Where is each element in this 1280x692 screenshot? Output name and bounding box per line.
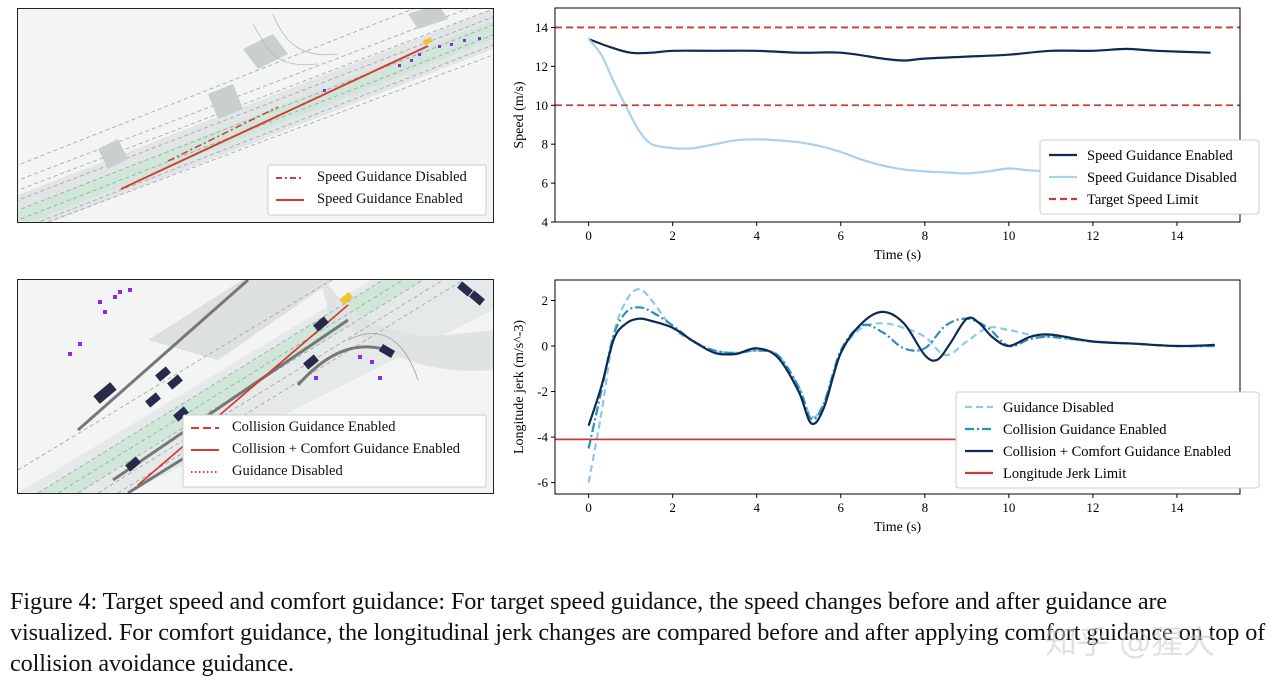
y-tick-label: 12	[535, 59, 548, 74]
legend-frame	[955, 391, 1260, 489]
y-tick-label: 6	[542, 176, 549, 191]
y-tick-label: -6	[537, 475, 548, 490]
x-tick-label: 12	[1086, 228, 1099, 243]
speed-chart: 0 2 4 6 8 10 12 14 4 6 8 10 12 14 Time (s) Speed (m/s) S…	[512, 7, 1260, 263]
legend-label-0: Guidance Disabled	[1003, 400, 1114, 416]
x-tick-label: 6	[838, 228, 845, 243]
x-tick-label: 4	[753, 228, 760, 243]
scene-top-legend-2: Speed Guidance Enabled	[317, 191, 463, 207]
x-tick-label: 14	[1170, 500, 1184, 515]
y-axis-label: Speed (m/s)	[512, 81, 527, 149]
x-tick-label: 8	[922, 228, 929, 243]
legend-label-2: Collision + Comfort Guidance Enabled	[1003, 444, 1232, 460]
x-tick-label: 10	[1002, 500, 1015, 515]
scene-bottom-legend-3: Guidance Disabled	[232, 463, 343, 479]
x-tick-label: 0	[585, 500, 592, 515]
figure-caption-text: Target speed and comfort guidance: For t…	[10, 588, 1266, 677]
x-tick-label: 10	[1002, 228, 1015, 243]
x-axis-label: Time (s)	[874, 520, 922, 535]
x-tick-label: 12	[1086, 500, 1099, 515]
y-tick-label: 0	[542, 339, 549, 354]
x-tick-label: 0	[585, 228, 592, 243]
axes-frame	[554, 279, 1241, 495]
chart-legend: Guidance Disabled Collision Guidance Enab…	[955, 391, 1260, 489]
x-tick-label: 4	[753, 500, 760, 515]
figure-caption: Figure 4: Target speed and comfort guida…	[10, 586, 1275, 679]
scene-bottom-legend-1: Collision Guidance Enabled	[232, 419, 396, 435]
series-2-line	[587, 310, 1215, 427]
legend-frame	[1039, 139, 1260, 215]
legend-label-1: Speed Guidance Disabled	[1087, 170, 1238, 186]
scene-speed-map	[18, 9, 493, 222]
x-tick-label: 2	[669, 500, 676, 515]
x-tick-label: 8	[922, 500, 929, 515]
x-tick-label: 6	[838, 500, 845, 515]
y-tick-label: 8	[542, 137, 549, 152]
legend-label-1: Collision Guidance Enabled	[1003, 422, 1167, 438]
x-axis-label: Time (s)	[874, 248, 922, 263]
series-0-line	[588, 38, 1211, 62]
legend-label-2: Target Speed Limit	[1087, 192, 1198, 208]
y-axis-label: Longitude jerk (m/s^-3)	[512, 320, 527, 454]
y-tick-label: 10	[535, 98, 548, 113]
legend-label-0: Speed Guidance Enabled	[1087, 148, 1234, 164]
y-tick-label: 4	[542, 215, 549, 230]
x-tick-label: 14	[1170, 228, 1184, 243]
y-tick-label: 14	[535, 20, 549, 35]
legend-label-3: Longitude Jerk Limit	[1003, 466, 1126, 482]
watermark: 知乎 @猩大	[1045, 623, 1216, 661]
scene-bottom-legend-2: Collision + Comfort Guidance Enabled	[232, 441, 461, 457]
y-tick-label: -4	[537, 430, 548, 445]
x-tick-label: 2	[669, 228, 676, 243]
y-tick-label: -2	[537, 384, 548, 399]
y-tick-label: 2	[542, 293, 549, 308]
figure-label: Figure 4:	[10, 588, 98, 615]
scene-comfort-map	[18, 280, 493, 493]
chart-legend: Speed Guidance Enabled Speed Guidance Dis…	[1039, 139, 1260, 215]
scene-top-legend-1: Speed Guidance Disabled	[317, 169, 467, 185]
axes-frame	[554, 7, 1241, 223]
scene-comfort-guidance: Collision Guidance Enabled Collision + C…	[17, 279, 494, 494]
jerk-chart: 0 2 4 6 8 10 12 14 -6 -4 -2 0 2 Time (s) Longitude jer…	[512, 279, 1260, 535]
scene-speed-guidance: Speed Guidance Disabled Speed Guidance E…	[17, 8, 494, 223]
